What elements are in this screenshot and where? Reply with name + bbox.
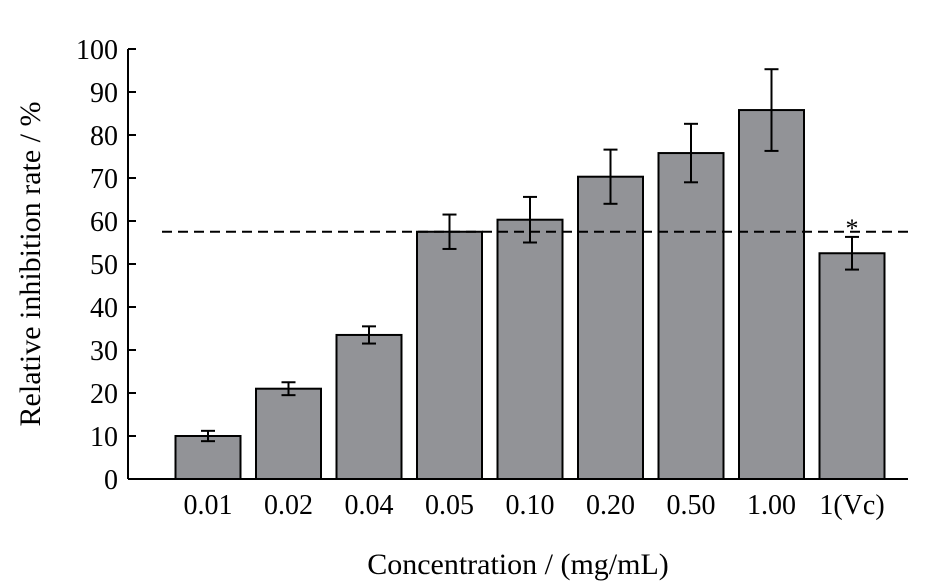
x-tick-label-0.04: 0.04 bbox=[345, 490, 394, 521]
y-tick-label-90: 90 bbox=[90, 78, 118, 109]
y-tick-label-20: 20 bbox=[90, 379, 118, 410]
y-axis-title: Relative inhibition rate / % bbox=[14, 102, 47, 427]
bars-layer bbox=[174, 109, 886, 481]
x-tick-label-1.00: 1.00 bbox=[747, 490, 796, 521]
y-tick-label-10: 10 bbox=[90, 422, 118, 453]
significance-marker: * bbox=[846, 214, 859, 243]
bar-0.04 bbox=[335, 333, 403, 481]
bar-0.50 bbox=[657, 152, 725, 480]
bar-0.05 bbox=[416, 230, 483, 480]
y-tick-label-30: 30 bbox=[90, 336, 118, 367]
bar-0.02 bbox=[255, 387, 322, 481]
x-tick-label-0.20: 0.20 bbox=[586, 490, 635, 521]
x-tick-label-0.01: 0.01 bbox=[184, 490, 233, 521]
y-tick-label-80: 80 bbox=[90, 121, 118, 152]
y-tick-label-50: 50 bbox=[90, 250, 118, 281]
y-tick-label-40: 40 bbox=[90, 293, 118, 324]
x-axis-title: Concentration / (mg/mL) bbox=[367, 548, 669, 581]
y-tick-label-0: 0 bbox=[104, 465, 118, 496]
axes-layer bbox=[127, 48, 908, 480]
error-bars-layer bbox=[201, 68, 859, 443]
bar-1(Vc) bbox=[818, 252, 886, 480]
y-tick-label-70: 70 bbox=[90, 164, 118, 195]
x-tick-label-0.05: 0.05 bbox=[425, 490, 474, 521]
x-tick-label-0.10: 0.10 bbox=[506, 490, 555, 521]
bar-0.01 bbox=[174, 435, 242, 480]
bar-0.20 bbox=[577, 175, 644, 481]
x-tick-label-0.50: 0.50 bbox=[667, 490, 716, 521]
bar-1.00 bbox=[738, 109, 805, 480]
y-tick-label-100: 100 bbox=[76, 35, 118, 66]
bar-0.10 bbox=[496, 218, 564, 481]
x-tick-label-0.02: 0.02 bbox=[264, 490, 313, 521]
labels-layer: 0 10 20 30 40 50 60 70 80 90 100 0.01 0.02 0.04 0.05 0.… bbox=[76, 35, 885, 521]
y-tick-label-60: 60 bbox=[90, 207, 118, 238]
x-tick-label-1(Vc): 1(Vc) bbox=[819, 490, 884, 521]
